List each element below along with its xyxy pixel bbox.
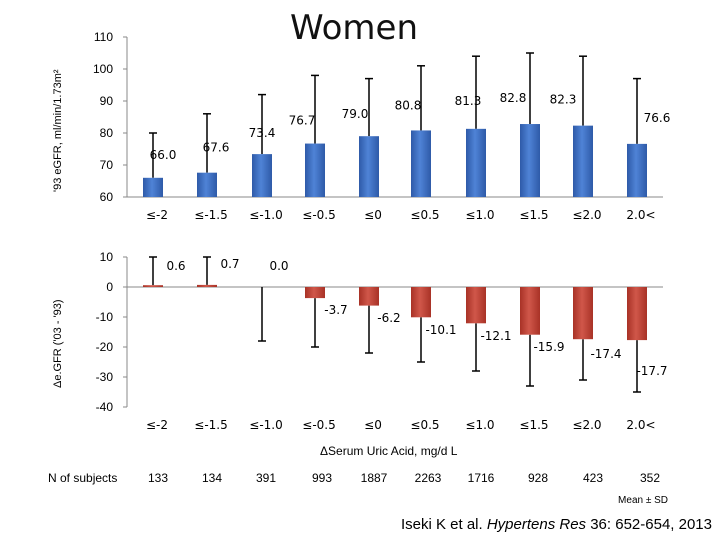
citation-authors: Iseki K et al. <box>400 516 483 533</box>
bottom-bar-value-label: -10.1 <box>425 323 456 337</box>
bottom-bar <box>573 287 593 340</box>
top-category-label: ≤0 <box>364 208 382 222</box>
bottom-bar <box>466 287 486 324</box>
bottom-bar-value-label: -12.1 <box>480 329 511 343</box>
top-bar <box>359 136 379 197</box>
top-bar-value-label: 76.7 <box>289 114 316 128</box>
n-subjects-label: N of subjects <box>48 471 118 485</box>
top-category-label: ≤-0.5 <box>302 208 335 222</box>
bottom-bar <box>359 287 379 306</box>
top-y-tick-label: 100 <box>93 62 113 76</box>
citation: Iseki K et al. Hypertens Res 36: 652-654… <box>401 516 712 533</box>
n-subjects-value: 352 <box>639 471 661 485</box>
top-bar <box>520 124 540 197</box>
top-chart: 60 70 80 90 100 110 66.0 ≤-2 67.6 ≤-1.5 73.4 ≤-1.0 7… <box>93 30 670 222</box>
bottom-bar <box>197 284 217 287</box>
top-y-tick-label: 70 <box>100 158 114 172</box>
top-y-tick-label: 90 <box>100 94 114 108</box>
n-subjects-value: 391 <box>255 471 277 485</box>
top-category-label: ≤1.0 <box>465 208 494 222</box>
n-subjects-value: 1716 <box>467 471 495 485</box>
bottom-y-tick-label: -10 <box>96 310 114 324</box>
n-subjects-value: 928 <box>527 471 549 485</box>
bottom-bar-value-label: 0.0 <box>269 259 288 273</box>
bottom-bar-value-label: 0.7 <box>220 257 239 271</box>
top-bar-value-label: 67.6 <box>203 141 230 155</box>
bottom-bar-value-label: -6.2 <box>377 311 400 325</box>
top-bar <box>305 143 325 197</box>
bottom-category-label: ≤-2 <box>146 418 168 432</box>
n-subjects-value: 993 <box>311 471 333 485</box>
top-bar-value-label: 81.3 <box>455 94 482 108</box>
bottom-bar-value-label: -17.7 <box>636 364 667 378</box>
bottom-y-tick-label: 0 <box>106 280 113 294</box>
citation-journal: Hypertens Res <box>486 516 587 533</box>
top-bar <box>252 154 272 197</box>
n-subjects-value: 134 <box>201 471 223 485</box>
top-bar <box>627 143 647 197</box>
top-bar-value-label: 76.6 <box>644 111 671 125</box>
bottom-bar <box>627 287 647 341</box>
top-bar-value-label: 79.0 <box>342 107 369 121</box>
bottom-y-tick-label: -20 <box>96 340 114 354</box>
top-y-axis-label: '93 eGFR, ml/min/1.73m² <box>52 69 64 192</box>
top-category-label: ≤0.5 <box>410 208 439 222</box>
top-category-label: ≤-2 <box>146 208 168 222</box>
bottom-bar-value-label: -3.7 <box>324 303 347 317</box>
top-y-tick-label: 110 <box>94 30 113 44</box>
n-subjects-value: 2263 <box>414 471 442 485</box>
bottom-chart: -40 -30 -20 -10 0 10 0.6 ≤-2 0.7 ≤-1.5 0.0 ≤-1.0 -3.… <box>96 250 668 432</box>
bottom-y-tick-label: 10 <box>100 250 114 264</box>
bottom-bar <box>143 285 163 287</box>
bottom-category-label: ≤1.0 <box>465 418 494 432</box>
bottom-category-label: ≤0.5 <box>410 418 439 432</box>
bottom-category-label: 2.0< <box>626 418 655 432</box>
top-bar-value-label: 82.8 <box>500 91 527 105</box>
top-category-label: 2.0< <box>626 208 655 222</box>
top-bar <box>573 125 593 197</box>
bottom-category-label: ≤2.0 <box>572 418 601 432</box>
bottom-y-tick-label: -30 <box>96 370 114 384</box>
top-bar-value-label: 73.4 <box>249 126 276 140</box>
top-bar-value-label: 66.0 <box>150 148 177 162</box>
top-bar <box>411 130 431 197</box>
footnote: Mean ± SD <box>618 495 668 506</box>
bottom-bar <box>411 287 431 318</box>
top-category-label: ≤-1.5 <box>194 208 227 222</box>
x-axis-label: ΔSerum Uric Acid, mg/d L <box>320 444 458 458</box>
citation-details: 36: 652-654, 2013 <box>590 516 712 533</box>
n-subjects-value: 1887 <box>360 471 388 485</box>
top-bar <box>197 172 217 197</box>
bottom-bar-value-label: -15.9 <box>533 340 564 354</box>
bottom-bar <box>520 287 540 335</box>
bottom-category-label: ≤1.5 <box>519 418 548 432</box>
top-bar <box>466 128 486 197</box>
top-bar <box>143 177 163 197</box>
bottom-category-label: ≤-0.5 <box>302 418 335 432</box>
bottom-category-label: ≤-1.0 <box>249 418 282 432</box>
bottom-y-axis-label: Δe.GFR ('03 - '93) <box>52 299 64 388</box>
top-y-tick-label: 80 <box>100 126 114 140</box>
top-bar-value-label: 82.3 <box>550 93 577 107</box>
n-subjects-value: 133 <box>147 471 169 485</box>
top-bar-value-label: 80.8 <box>395 98 422 112</box>
bottom-bar <box>305 287 325 299</box>
chart-title: Women <box>290 8 419 48</box>
bottom-category-label: ≤-1.5 <box>194 418 227 432</box>
bottom-bar-value-label: 0.6 <box>166 259 185 273</box>
bottom-category-label: ≤0 <box>364 418 382 432</box>
n-subjects-value: 423 <box>582 471 604 485</box>
top-y-tick-label: 60 <box>100 190 114 204</box>
top-category-label: ≤2.0 <box>572 208 601 222</box>
bottom-bar-value-label: -17.4 <box>590 347 621 361</box>
top-category-label: ≤1.5 <box>519 208 548 222</box>
top-category-label: ≤-1.0 <box>249 208 282 222</box>
bottom-y-tick-label: -40 <box>96 400 114 414</box>
